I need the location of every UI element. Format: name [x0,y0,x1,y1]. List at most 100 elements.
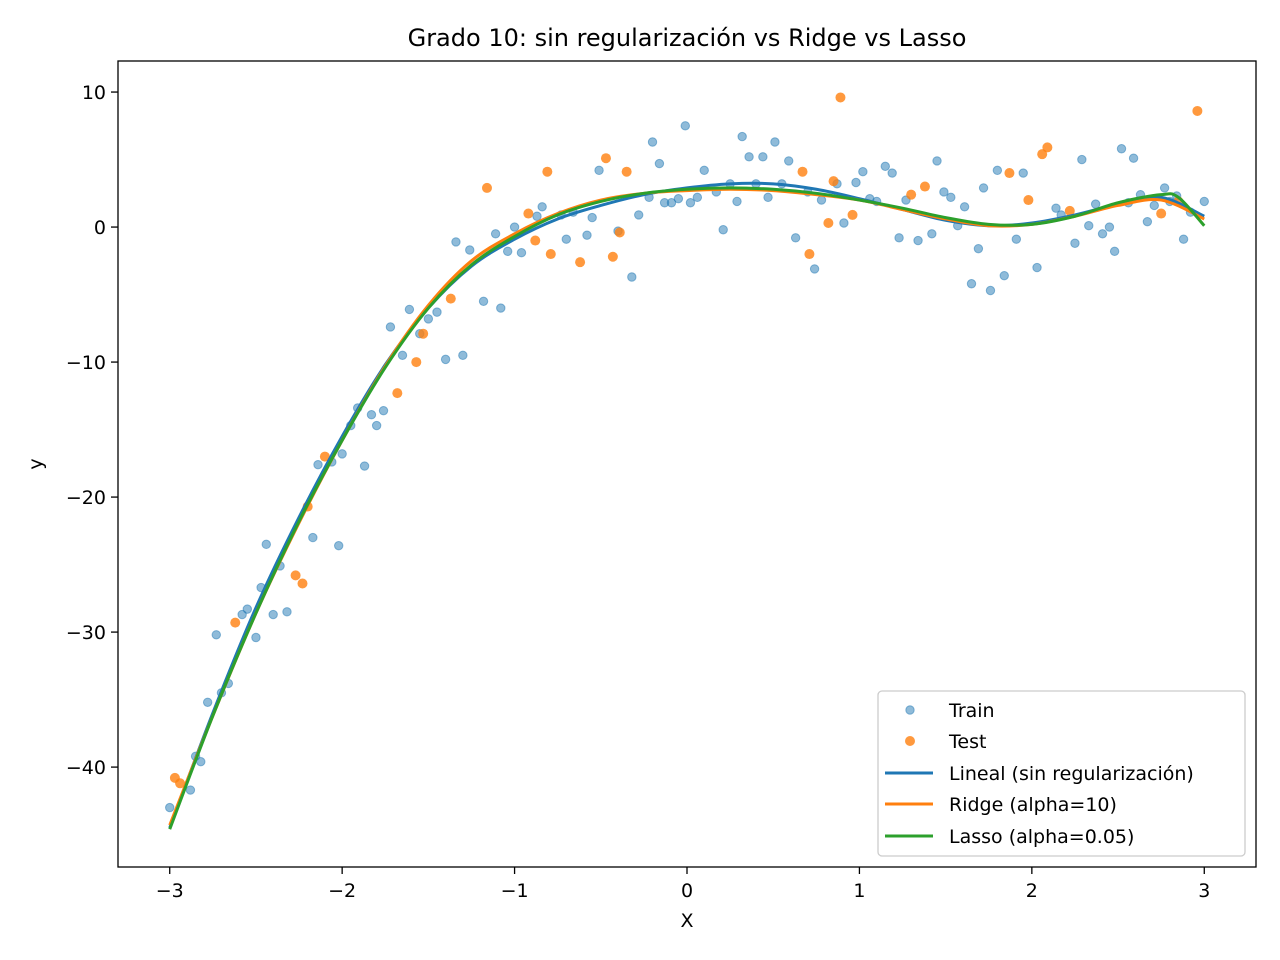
train-point [1128,153,1139,163]
test-point [1023,195,1034,206]
train-point [313,459,323,470]
test-point [1004,168,1015,179]
legend-entry-train: Train [905,700,995,722]
legend-marker-train [905,705,915,715]
legend-box [877,690,1246,857]
train-point [282,607,292,617]
test-point [847,209,858,220]
train-point [1159,183,1170,193]
train-point [1090,199,1101,209]
train-point [627,272,637,282]
test-point [1037,149,1048,160]
test-point [828,176,839,187]
test-point [530,235,541,246]
train-point [1116,144,1127,154]
test-point [823,218,834,229]
test-point [1042,142,1053,153]
test-point [835,92,846,103]
train-point [763,192,773,203]
train-point [744,152,754,162]
legend-entry-lasso: Lasso (alpha=0.05) [885,826,1134,848]
train-point [261,539,271,550]
test-point [175,778,186,789]
train-point [816,195,827,205]
legend-entry-test: Test [905,731,986,753]
train-point [359,461,370,471]
test-point [297,578,308,589]
test-point [545,249,556,260]
train-point [432,307,442,317]
train-point [978,183,989,193]
train-point [594,165,604,176]
train-point [587,212,597,223]
legend-entry-ridge: Ridge (alpha=10) [885,794,1117,816]
test-point [621,166,632,177]
legend-marker-test [905,736,915,746]
train-point [732,196,742,207]
train-point [366,410,377,420]
train-point [680,121,690,131]
legend-label: Lasso (alpha=0.05) [949,826,1134,848]
x-tick-label: −2 [328,880,356,902]
test-point [418,328,429,339]
train-point [685,198,696,208]
train-point [1011,234,1022,244]
train-point [973,243,984,254]
train-point [1178,234,1189,244]
train-point [1070,238,1080,248]
test-point [230,617,241,628]
test-point [411,357,422,368]
x-tick-label: 3 [1198,880,1210,902]
train-point [1142,216,1153,227]
train-point [334,540,344,551]
train-point [880,161,890,172]
train-point [913,235,923,246]
lasso-series-line [168,186,1206,830]
train-point [654,158,665,169]
train-point [887,168,897,178]
x-tick-label: 2 [1026,880,1038,902]
train-point [790,233,801,243]
train-point [673,194,684,204]
train-point [440,354,451,365]
train-point [666,198,677,208]
train-point [1051,203,1061,213]
x-tick-label: 1 [853,880,865,902]
test-point [523,208,534,219]
train-point [647,137,658,147]
train-point [1018,168,1028,178]
train-point [385,322,396,332]
train-point [634,210,644,220]
train-point [966,279,977,289]
x-tick-label: −3 [156,880,184,902]
train-point [404,304,415,315]
train-point [537,202,547,212]
test-point [481,182,492,193]
train-point [858,167,868,177]
train-point [465,245,475,255]
train-point [737,131,747,142]
train-point [516,248,527,258]
train-point [959,202,970,212]
train-point [718,225,728,235]
x-tick-label: 0 [681,880,693,902]
test-point [392,388,403,399]
test-point [607,251,618,262]
train-point [894,233,904,243]
train-point [268,609,278,620]
test-point [575,257,586,268]
y-tick-label: 10 [82,82,106,104]
train-point [992,165,1003,176]
y-tick-label: −20 [66,487,106,509]
train-point [490,229,501,239]
train-point [561,234,571,244]
test-point [319,451,330,462]
legend: Train Test Lineal (sin regularización) Ridg… [877,690,1246,857]
train-point [251,632,261,643]
test-point [1064,205,1075,216]
train-point [532,211,542,221]
test-point [797,166,808,177]
train-point [502,246,513,257]
train-point [851,177,861,188]
legend-label: Lineal (sin regularización) [949,763,1194,785]
